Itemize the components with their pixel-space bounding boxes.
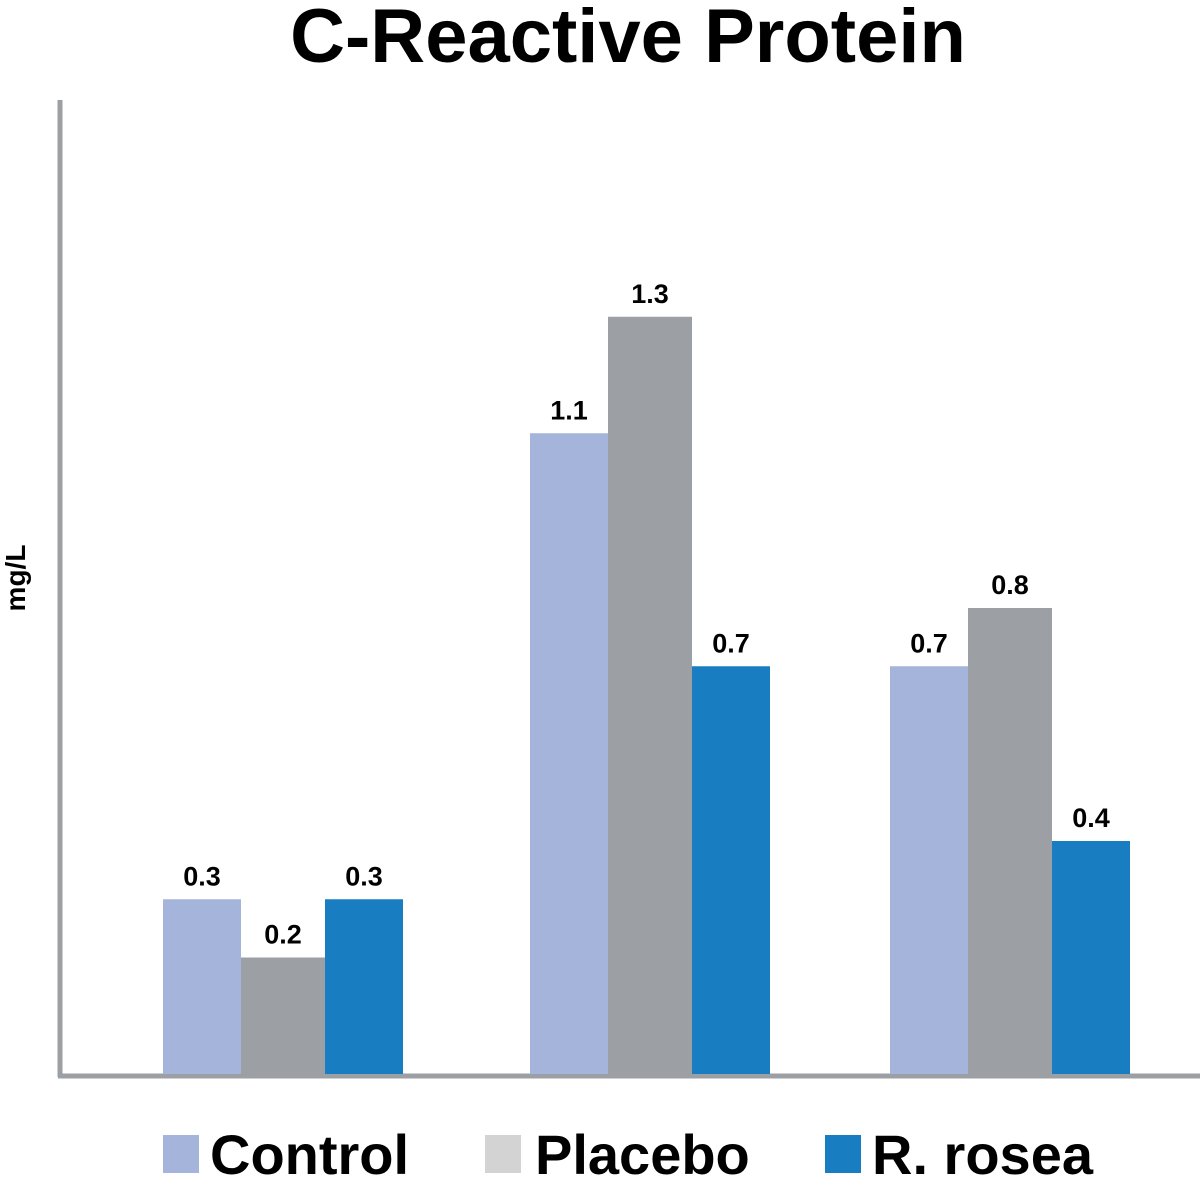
bar-placebo-group-2	[608, 316, 692, 1074]
legend-swatch-control	[163, 1135, 199, 1173]
bar-placebo-group-3	[968, 608, 1052, 1074]
bar-control-group-3	[890, 666, 968, 1074]
bar-r-rosea-group-3	[1052, 841, 1130, 1074]
bar-r-rosea-group-1	[325, 899, 403, 1074]
legend-label-placebo: Placebo	[535, 1123, 750, 1179]
data-label: 0.3	[345, 861, 383, 891]
y-axis-label: mg/L	[0, 545, 31, 612]
axes	[57, 100, 1200, 1079]
bar-control-group-1	[163, 899, 241, 1074]
data-label: 0.7	[712, 628, 750, 658]
bar-placebo-group-1	[241, 957, 325, 1074]
data-label: 0.8	[991, 570, 1029, 600]
data-label: 1.3	[631, 279, 669, 309]
chart-title: C-Reactive Protein	[290, 0, 966, 79]
bars	[163, 316, 1130, 1074]
legend-label-control: Control	[210, 1123, 409, 1179]
data-label: 0.4	[1072, 803, 1110, 833]
data-labels: 0.3 0.2 0.3 1.1 1.3 0.7 0.7 0.8 0.4	[183, 279, 1110, 950]
legend: Control Placebo R. rosea	[163, 1123, 1094, 1184]
data-label: 0.2	[264, 920, 302, 950]
legend-swatch-placebo	[485, 1135, 521, 1173]
data-label: 0.7	[910, 628, 948, 658]
data-label: 0.3	[183, 861, 221, 891]
legend-label-r-rosea: R. rosea	[872, 1123, 1094, 1179]
legend-swatch-r-rosea	[825, 1135, 861, 1173]
bar-r-rosea-group-2	[692, 666, 770, 1074]
bar-control-group-2	[530, 433, 608, 1074]
data-label: 1.1	[550, 395, 588, 425]
